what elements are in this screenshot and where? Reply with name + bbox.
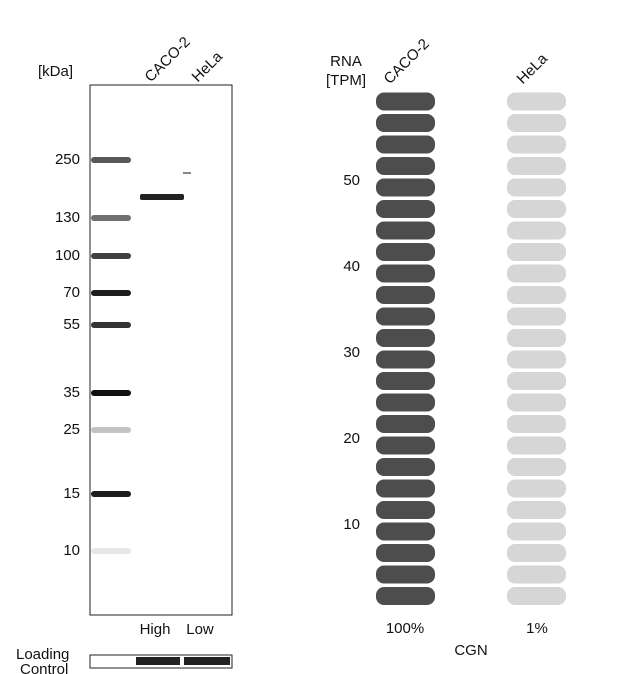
rna-pill xyxy=(507,501,566,519)
loading-label: Loading xyxy=(16,646,69,663)
rna-pill xyxy=(376,522,435,541)
rna-pill xyxy=(507,264,566,283)
rna-pill xyxy=(507,587,566,605)
rna-tick: 40 xyxy=(343,258,360,275)
rna-pill xyxy=(507,135,566,154)
rna-pill xyxy=(507,522,566,541)
rna-pill xyxy=(376,307,435,326)
faint-band xyxy=(183,172,191,174)
rna-pill xyxy=(507,243,566,261)
ladder-band xyxy=(91,215,131,221)
percentage: 1% xyxy=(526,620,548,637)
rna-pill xyxy=(376,587,435,605)
rna-pill xyxy=(507,221,566,240)
expression-label: High xyxy=(140,621,171,638)
loading-band xyxy=(136,657,180,665)
marker-label: 250 xyxy=(55,151,80,168)
rna-pill xyxy=(507,200,566,218)
rna-pill xyxy=(376,92,435,111)
rna-pill xyxy=(376,544,435,562)
rna-pill xyxy=(376,350,435,369)
sample-band xyxy=(140,194,184,200)
rna-pill xyxy=(507,114,566,132)
rna-tick: 50 xyxy=(343,172,360,189)
rna-pill xyxy=(507,415,566,433)
rna-pill xyxy=(376,436,435,455)
rna-pill xyxy=(507,286,566,304)
rna-pill xyxy=(376,264,435,283)
rna-lane-label: CACO-2 xyxy=(381,36,433,88)
rna-pill xyxy=(507,157,566,175)
marker-label: 70 xyxy=(63,284,80,301)
rna-pill xyxy=(376,479,435,498)
marker-label: 15 xyxy=(63,485,80,502)
expression-label: Low xyxy=(186,621,214,638)
rna-pill xyxy=(376,286,435,304)
rna-pill xyxy=(376,114,435,132)
rna-pill xyxy=(376,372,435,390)
ladder-band xyxy=(91,290,131,296)
rna-pill xyxy=(507,350,566,369)
rna-pill xyxy=(376,329,435,347)
ladder-band xyxy=(91,322,131,328)
ladder-band xyxy=(91,427,131,433)
unit-label: [kDa] xyxy=(38,63,73,80)
blot-frame xyxy=(89,84,233,616)
rna-pill xyxy=(507,372,566,390)
ladder-band xyxy=(91,390,131,396)
rna-pill xyxy=(376,393,435,412)
rna-pill xyxy=(507,479,566,498)
rna-pill xyxy=(507,92,566,111)
rna-tick: 20 xyxy=(343,430,360,447)
marker-label: 35 xyxy=(63,384,80,401)
marker-label: 130 xyxy=(55,209,80,226)
rna-pill xyxy=(507,458,566,476)
rna-pill xyxy=(376,135,435,154)
rna-pill xyxy=(507,565,566,584)
rna-pill xyxy=(507,178,566,197)
rna-header: [TPM] xyxy=(326,72,366,89)
marker-label: 25 xyxy=(63,421,80,438)
rna-pill xyxy=(507,544,566,562)
marker-label: 100 xyxy=(55,247,80,264)
marker-label: 55 xyxy=(63,316,80,333)
lane-label: CACO-2 xyxy=(142,34,194,86)
rna-pill xyxy=(376,157,435,175)
ladder-band xyxy=(91,491,131,497)
ladder-band xyxy=(91,548,131,554)
rna-pill xyxy=(507,329,566,347)
loading-label: Control xyxy=(20,661,68,674)
rna-pill xyxy=(376,565,435,584)
ladder-band xyxy=(91,157,131,163)
rna-tick: 10 xyxy=(343,516,360,533)
rna-tick: 30 xyxy=(343,344,360,361)
loading-band xyxy=(184,657,230,665)
marker-label: 10 xyxy=(63,542,80,559)
rna-pill xyxy=(507,393,566,412)
percentage: 100% xyxy=(386,620,424,637)
rna-pill xyxy=(376,200,435,218)
rna-pill xyxy=(376,415,435,433)
rna-pill xyxy=(507,307,566,326)
gene-label: CGN xyxy=(454,642,487,659)
ladder-band xyxy=(91,253,131,259)
rna-pill xyxy=(376,243,435,261)
rna-pill xyxy=(376,178,435,197)
rna-lane-label: HeLa xyxy=(514,50,552,88)
rna-pill xyxy=(376,458,435,476)
rna-pill xyxy=(507,436,566,455)
rna-pill xyxy=(376,501,435,519)
rna-pill xyxy=(376,221,435,240)
lane-label: HeLa xyxy=(189,48,227,86)
rna-header: RNA xyxy=(330,53,362,70)
